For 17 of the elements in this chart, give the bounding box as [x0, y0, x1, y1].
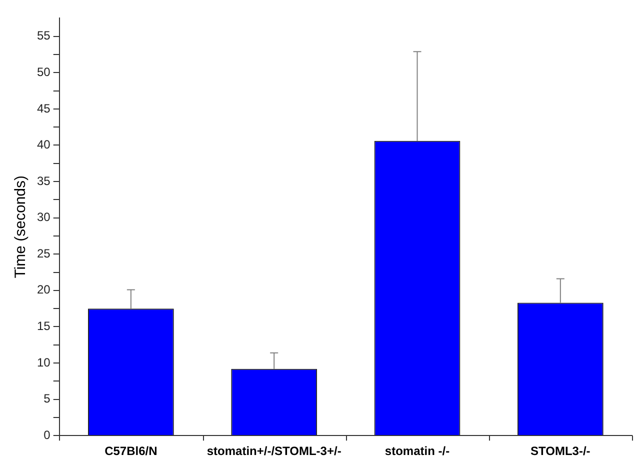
y-tick-label: 25	[36, 246, 51, 260]
y-tick-label: 30	[36, 210, 51, 224]
y-tick-label: 20	[36, 282, 51, 297]
y-tick-label: 35	[36, 174, 51, 188]
y-axis-title: Time (seconds)	[12, 175, 30, 278]
y-tick-label: 40	[36, 138, 51, 152]
x-tick-label: STOML3-/-	[530, 444, 590, 458]
x-tick-label: C57Bl6/N	[104, 444, 158, 458]
y-tick-label: 5	[44, 392, 51, 406]
y-tick-label: 0	[44, 428, 51, 442]
y-tick-label: 55	[36, 28, 51, 43]
y-tick-label: 15	[36, 319, 51, 334]
x-tick-label: stomatin+/-/STOML-3+/-	[206, 444, 342, 458]
x-tick-label: stomatin -/-	[384, 444, 450, 458]
y-tick-label: 50	[36, 64, 51, 79]
y-tick-label: 45	[36, 101, 51, 116]
y-tick-label: 10	[36, 355, 51, 370]
